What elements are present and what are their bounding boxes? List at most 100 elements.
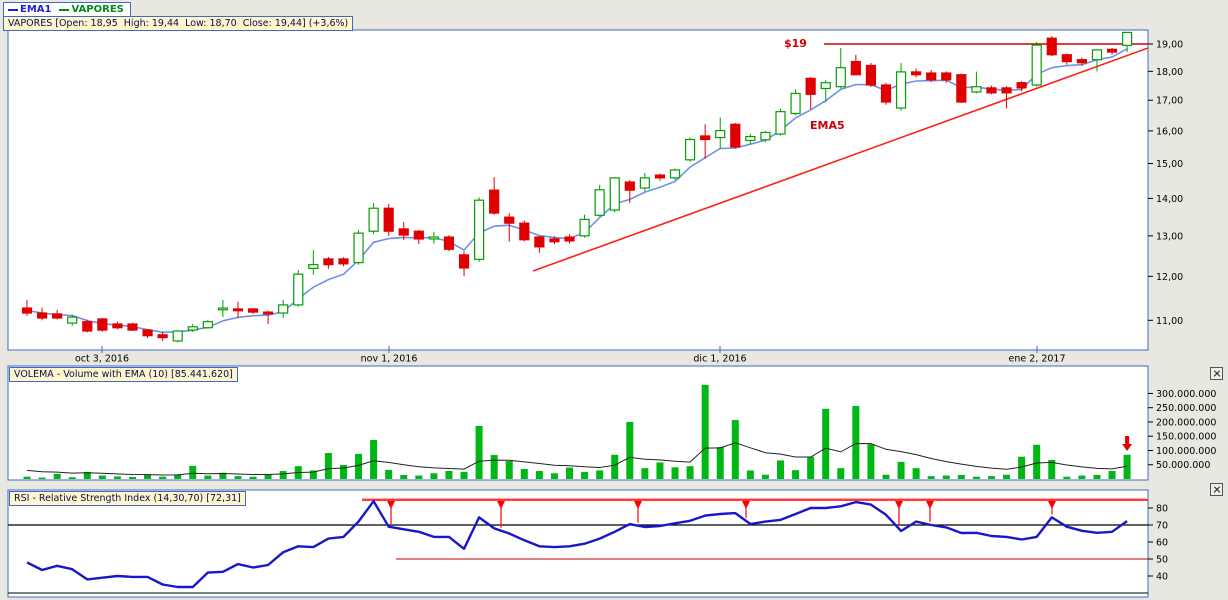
arrow-down-icon	[1122, 444, 1133, 451]
svg-text:16,00: 16,00	[1156, 126, 1183, 137]
volume-bar	[128, 477, 136, 479]
candle	[1106, 48, 1118, 53]
candle	[624, 181, 635, 191]
candle	[1091, 49, 1103, 61]
close-icon	[1211, 368, 1222, 379]
volume-bar	[68, 477, 76, 479]
arrow-down-icon	[1048, 501, 1056, 510]
volume-bar	[309, 470, 317, 479]
candle	[594, 189, 605, 216]
volume-bar	[159, 476, 167, 479]
volume-bar	[972, 476, 980, 479]
volume-bar	[611, 454, 619, 479]
candle	[519, 222, 530, 241]
volume-bar	[53, 473, 61, 479]
rsi-line[interactable]	[26, 500, 1128, 589]
candle	[142, 329, 153, 337]
candle	[323, 258, 334, 266]
volume-bar	[249, 476, 257, 479]
candle	[639, 177, 650, 189]
ema5-annotation: EMA5	[810, 119, 845, 132]
candle	[850, 60, 861, 76]
rsi-indicator-label: RSI - Relative Strength Index (14,30,70)…	[9, 491, 246, 506]
ema1-line-swatch-icon	[8, 8, 18, 11]
candle	[263, 311, 274, 315]
svg-text:ene 2, 2017: ene 2, 2017	[1009, 354, 1066, 365]
volume-bar	[942, 475, 950, 479]
volume-bar	[581, 471, 589, 479]
close-rsi-panel-button[interactable]	[1210, 483, 1223, 496]
legend-item-vapores: VAPORES	[59, 4, 124, 15]
volume-bar	[641, 468, 649, 479]
volume-bar	[38, 477, 46, 480]
main-chart-panel	[7, 29, 1149, 351]
candle	[971, 86, 982, 93]
date-axis: oct 3, 2016 nov 1, 2016 dic 1, 2016 ene 2, …	[75, 346, 1066, 365]
svg-text:50.000.000: 50.000.000	[1156, 460, 1210, 471]
svg-text:oct 3, 2016: oct 3, 2016	[75, 354, 129, 365]
candle	[504, 216, 515, 224]
volume-bars[interactable]	[23, 384, 1131, 480]
legend-label-vapores: VAPORES	[71, 4, 124, 15]
volume-bar	[23, 476, 31, 479]
volume-bar	[807, 456, 815, 479]
volume-bar	[204, 475, 212, 479]
close-volume-panel-button[interactable]	[1210, 367, 1223, 380]
volume-bar	[505, 461, 513, 479]
candle	[941, 72, 952, 81]
candle	[986, 87, 997, 94]
candles-layer[interactable]	[21, 31, 1133, 343]
series-legend: EMA1 VAPORES	[3, 2, 131, 17]
candle	[172, 330, 183, 342]
volume-panel	[7, 365, 1149, 481]
svg-text:19,00: 19,00	[1156, 40, 1183, 51]
candle	[1031, 44, 1042, 86]
svg-text:13,00: 13,00	[1156, 231, 1183, 242]
candle	[428, 236, 439, 240]
volume-bar	[219, 472, 227, 479]
volume-bar	[475, 425, 483, 479]
volume-bar	[234, 476, 242, 479]
volume-bar	[852, 405, 860, 479]
rsi-panel	[7, 489, 1149, 598]
volume-bar	[174, 474, 182, 479]
volume-bar	[400, 475, 408, 479]
vapores-line-swatch-icon	[59, 8, 70, 11]
volume-bar	[460, 471, 468, 479]
candle	[1061, 54, 1072, 63]
svg-text:300.000.000: 300.000.000	[1156, 389, 1216, 400]
legend-label-ema1: EMA1	[20, 4, 52, 15]
svg-text:dic 1, 2016: dic 1, 2016	[693, 354, 746, 365]
volume-bar	[83, 471, 91, 479]
price-axis: 19,00 18,00 17,00 16,00 15,00 14,00 13,00 12,00…	[1148, 40, 1183, 327]
volume-bar	[1003, 474, 1011, 479]
candle	[338, 258, 349, 265]
volume-bar	[535, 471, 543, 479]
svg-text:15,00: 15,00	[1156, 159, 1183, 170]
candle	[1046, 37, 1057, 56]
candle	[458, 254, 470, 269]
volume-bar	[1033, 444, 1041, 479]
volume-bar	[897, 461, 905, 479]
ascending-trendline	[532, 47, 1149, 272]
candle	[534, 236, 545, 248]
volume-bar	[264, 474, 272, 479]
volume-bar	[761, 474, 769, 479]
volume-bar	[927, 476, 935, 479]
candle	[474, 199, 485, 260]
main-annotation-lines	[532, 43, 1149, 272]
volume-bar	[1048, 459, 1056, 479]
candle	[956, 74, 967, 103]
volume-axis: 300.000.000 250.000.000 200.000.000 150.000…	[1148, 389, 1216, 471]
svg-text:40: 40	[1156, 572, 1168, 583]
volume-bar	[686, 466, 694, 479]
volume-bar	[339, 465, 347, 479]
volume-bar	[1123, 454, 1131, 479]
arrow-down-icon	[634, 501, 642, 510]
candle	[187, 326, 198, 331]
candle	[684, 138, 696, 161]
candle	[127, 323, 138, 331]
volume-bar	[912, 468, 920, 479]
volume-bar	[792, 470, 800, 479]
